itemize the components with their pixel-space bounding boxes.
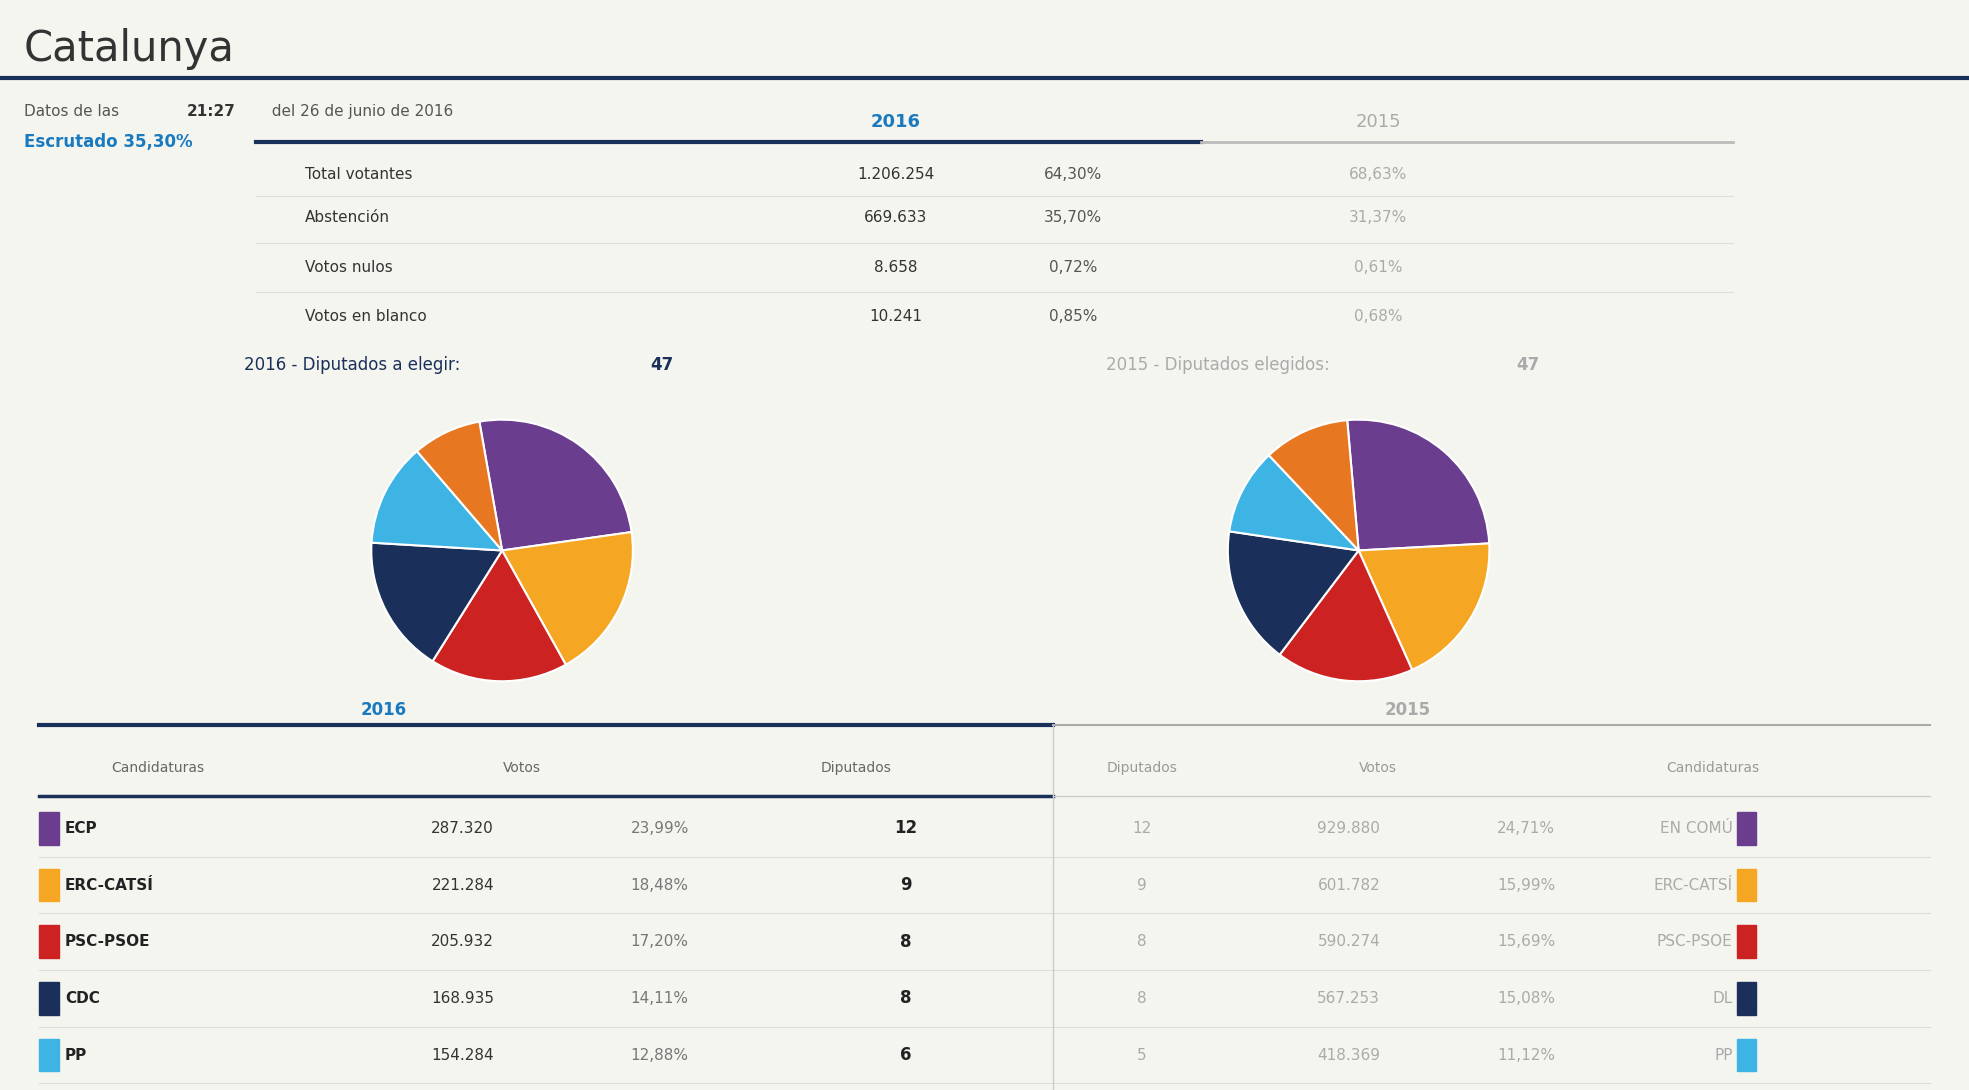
Text: 418.369: 418.369: [1317, 1047, 1380, 1063]
Text: 8.658: 8.658: [874, 259, 918, 275]
Text: 154.284: 154.284: [431, 1047, 494, 1063]
Text: EN COMÚ: EN COMÚ: [1660, 821, 1733, 836]
Text: 8: 8: [1138, 934, 1146, 949]
Text: Candidaturas: Candidaturas: [1666, 762, 1760, 775]
Text: 31,37%: 31,37%: [1349, 210, 1408, 226]
Text: 2016 - Diputados a elegir:: 2016 - Diputados a elegir:: [244, 355, 465, 374]
Text: Votos: Votos: [1359, 762, 1398, 775]
Text: 68,63%: 68,63%: [1349, 167, 1408, 182]
Text: 8: 8: [900, 933, 912, 950]
Text: Total votantes: Total votantes: [305, 167, 413, 182]
Wedge shape: [478, 420, 632, 550]
Text: 0,68%: 0,68%: [1355, 308, 1402, 324]
Text: 2015: 2015: [1384, 701, 1431, 719]
Text: DL: DL: [1713, 991, 1733, 1006]
Text: Datos de las: Datos de las: [24, 104, 128, 119]
Text: PSC-PSOE: PSC-PSOE: [65, 934, 150, 949]
Wedge shape: [1229, 456, 1359, 550]
Text: 10.241: 10.241: [870, 308, 921, 324]
Text: 5: 5: [1138, 1047, 1146, 1063]
Text: Abstención: Abstención: [305, 210, 390, 226]
Wedge shape: [1280, 550, 1412, 681]
Text: ECP: ECP: [65, 821, 98, 836]
Text: 64,30%: 64,30%: [1044, 167, 1103, 182]
Text: 2015: 2015: [1355, 112, 1402, 131]
Text: 12: 12: [894, 820, 918, 837]
Text: 21:27: 21:27: [187, 104, 236, 119]
Text: 24,71%: 24,71%: [1496, 821, 1556, 836]
Text: 0,61%: 0,61%: [1355, 259, 1402, 275]
Wedge shape: [417, 422, 502, 550]
Text: Diputados: Diputados: [821, 762, 892, 775]
Text: 205.932: 205.932: [431, 934, 494, 949]
Text: 12: 12: [1132, 821, 1152, 836]
Text: 15,08%: 15,08%: [1496, 991, 1556, 1006]
Wedge shape: [433, 550, 565, 681]
Text: 17,20%: 17,20%: [630, 934, 689, 949]
Text: 23,99%: 23,99%: [630, 821, 689, 836]
Wedge shape: [372, 543, 502, 662]
Text: ERC-CATSÍ: ERC-CATSÍ: [1654, 877, 1733, 893]
Text: 9: 9: [900, 876, 912, 894]
Wedge shape: [1359, 544, 1489, 669]
Text: 2015 - Diputados elegidos:: 2015 - Diputados elegidos:: [1107, 355, 1335, 374]
Wedge shape: [1229, 531, 1359, 655]
Text: Candidaturas: Candidaturas: [110, 762, 205, 775]
Text: CDC: CDC: [65, 991, 100, 1006]
Text: 9: 9: [1138, 877, 1146, 893]
Text: 590.274: 590.274: [1317, 934, 1380, 949]
Text: Escrutado 35,30%: Escrutado 35,30%: [24, 133, 193, 152]
Wedge shape: [502, 532, 632, 665]
Text: 0,85%: 0,85%: [1049, 308, 1097, 324]
Text: 567.253: 567.253: [1317, 991, 1380, 1006]
Text: 15,99%: 15,99%: [1496, 877, 1556, 893]
Text: del 26 de junio de 2016: del 26 de junio de 2016: [262, 104, 453, 119]
Text: 6: 6: [900, 1046, 912, 1064]
Text: Diputados: Diputados: [1107, 762, 1177, 775]
Wedge shape: [1268, 420, 1359, 550]
Text: 12,88%: 12,88%: [630, 1047, 689, 1063]
Text: 8: 8: [1138, 991, 1146, 1006]
Wedge shape: [372, 451, 502, 550]
Text: Votos en blanco: Votos en blanco: [305, 308, 427, 324]
Text: 669.633: 669.633: [864, 210, 927, 226]
Text: 15,69%: 15,69%: [1496, 934, 1556, 949]
Text: 0,72%: 0,72%: [1049, 259, 1097, 275]
Text: Votos: Votos: [502, 762, 541, 775]
Text: ERC-CATSÍ: ERC-CATSÍ: [65, 877, 154, 893]
Text: PSC-PSOE: PSC-PSOE: [1658, 934, 1733, 949]
Text: 601.782: 601.782: [1317, 877, 1380, 893]
Text: 8: 8: [900, 990, 912, 1007]
Text: 18,48%: 18,48%: [630, 877, 689, 893]
Text: 221.284: 221.284: [431, 877, 494, 893]
Text: 929.880: 929.880: [1317, 821, 1380, 836]
Text: 47: 47: [1516, 355, 1540, 374]
Text: Catalunya: Catalunya: [24, 28, 234, 70]
Text: 11,12%: 11,12%: [1496, 1047, 1556, 1063]
Wedge shape: [1347, 420, 1489, 550]
Text: PP: PP: [1715, 1047, 1733, 1063]
Text: 35,70%: 35,70%: [1044, 210, 1103, 226]
Text: 168.935: 168.935: [431, 991, 494, 1006]
Text: 2016: 2016: [870, 112, 921, 131]
Text: 47: 47: [650, 355, 673, 374]
Text: 14,11%: 14,11%: [630, 991, 689, 1006]
Text: 2016: 2016: [360, 701, 408, 719]
Text: 1.206.254: 1.206.254: [857, 167, 935, 182]
Text: 287.320: 287.320: [431, 821, 494, 836]
Text: Votos nulos: Votos nulos: [305, 259, 394, 275]
Text: PP: PP: [65, 1047, 87, 1063]
